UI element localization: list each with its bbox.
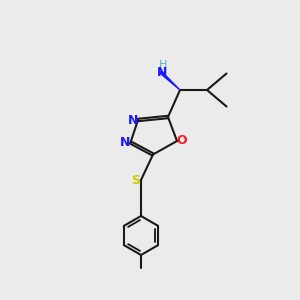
Text: N: N xyxy=(157,65,167,79)
Text: N: N xyxy=(120,136,130,149)
Text: H: H xyxy=(159,60,168,70)
Text: O: O xyxy=(177,134,188,148)
Polygon shape xyxy=(160,71,180,90)
Text: S: S xyxy=(131,173,140,187)
Text: N: N xyxy=(128,113,138,127)
